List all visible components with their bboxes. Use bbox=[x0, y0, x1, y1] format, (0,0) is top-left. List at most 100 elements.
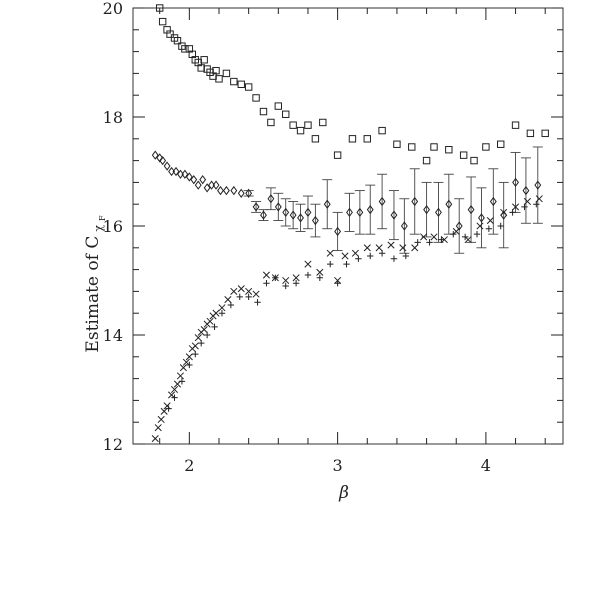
y-tick-label: 14 bbox=[103, 326, 123, 345]
diamond-point bbox=[378, 196, 386, 207]
cross-point bbox=[167, 391, 176, 399]
cross-point bbox=[237, 285, 245, 293]
plus-point bbox=[402, 252, 410, 260]
square-point bbox=[252, 94, 260, 102]
x-axis-label: β bbox=[338, 483, 349, 503]
cross-point bbox=[151, 434, 159, 443]
cross-point bbox=[245, 287, 253, 295]
plus-point bbox=[272, 274, 279, 281]
diamond-point bbox=[522, 185, 530, 196]
square-point bbox=[282, 110, 290, 118]
diamond-point bbox=[212, 180, 220, 190]
diamond-point bbox=[334, 226, 342, 237]
plus-point bbox=[450, 230, 457, 238]
data-marks bbox=[151, 4, 549, 443]
square-point bbox=[155, 4, 164, 12]
plus-point bbox=[367, 252, 374, 260]
square-point bbox=[348, 135, 357, 143]
plus-point bbox=[521, 203, 528, 211]
cross-point bbox=[182, 358, 190, 366]
diamond-point bbox=[390, 210, 398, 220]
cross-point bbox=[157, 415, 165, 424]
square-point bbox=[200, 56, 208, 64]
y-tick-label: 20 bbox=[103, 0, 123, 18]
square-point bbox=[393, 140, 401, 148]
plus-point bbox=[485, 225, 493, 232]
square-point bbox=[237, 80, 245, 88]
cross-point bbox=[230, 287, 238, 295]
plus-point bbox=[473, 230, 481, 238]
cross-point bbox=[304, 260, 312, 268]
x-tick-label: 2 bbox=[184, 456, 194, 475]
diamond-point bbox=[245, 188, 253, 198]
square-point bbox=[222, 69, 231, 78]
square-point bbox=[470, 156, 478, 165]
plus-point bbox=[282, 282, 289, 290]
square-point bbox=[482, 143, 490, 151]
diamond-point bbox=[311, 215, 319, 226]
plus-point bbox=[533, 201, 540, 208]
square-point bbox=[274, 102, 283, 110]
cross-point bbox=[363, 244, 371, 252]
plus-point bbox=[509, 209, 516, 216]
plus-point bbox=[327, 260, 334, 268]
square-point bbox=[526, 129, 535, 138]
diamond-point bbox=[534, 180, 542, 190]
cross-point bbox=[511, 203, 520, 211]
plus-point bbox=[263, 280, 270, 287]
plus-point bbox=[304, 271, 312, 279]
cross-point bbox=[252, 290, 260, 298]
square-point bbox=[267, 118, 275, 127]
diamond-point bbox=[489, 196, 497, 207]
square-point bbox=[333, 151, 342, 159]
plus-point bbox=[438, 236, 445, 243]
cross-point bbox=[179, 364, 187, 372]
diamond-point bbox=[455, 221, 463, 231]
x-tick-label: 4 bbox=[481, 456, 491, 475]
y-tick-label: 18 bbox=[103, 108, 123, 127]
diamond-point bbox=[400, 221, 408, 231]
diamond-point bbox=[356, 207, 364, 218]
cross-point bbox=[375, 244, 383, 252]
diamond-point bbox=[366, 205, 374, 215]
square-point bbox=[378, 126, 386, 135]
cross-point bbox=[326, 249, 334, 257]
cross-point bbox=[500, 208, 508, 216]
cross-point bbox=[163, 402, 171, 410]
plus-point bbox=[378, 250, 386, 257]
square-point bbox=[296, 126, 305, 135]
cross-point bbox=[185, 353, 193, 361]
diamond-point bbox=[217, 185, 224, 196]
y-axis-label: Estimate of C χ F bbox=[83, 215, 107, 353]
plus-point bbox=[198, 339, 205, 347]
cross-point bbox=[154, 424, 162, 432]
square-point bbox=[311, 135, 320, 143]
plus-point bbox=[414, 239, 421, 246]
square-point bbox=[215, 75, 223, 83]
diamond-point bbox=[199, 175, 207, 185]
square-point bbox=[430, 143, 438, 151]
cross-point bbox=[486, 216, 494, 225]
square-point bbox=[230, 77, 238, 86]
y-axis-label-subscript: χ bbox=[92, 225, 105, 232]
cross-point bbox=[523, 197, 531, 206]
tick-labels: 2 3 4 12 14 16 18 20 bbox=[103, 0, 491, 475]
plus-point bbox=[292, 280, 300, 287]
square-point bbox=[541, 129, 549, 138]
diamond-point bbox=[177, 169, 184, 179]
cross-point bbox=[282, 276, 290, 285]
diamond-point bbox=[260, 210, 267, 220]
cross-point bbox=[476, 222, 484, 230]
plus-point bbox=[461, 233, 469, 241]
plus-point bbox=[236, 293, 243, 301]
plus-point bbox=[426, 239, 433, 246]
x-tick-label: 3 bbox=[333, 456, 343, 475]
plus-point bbox=[186, 361, 193, 369]
cross-point bbox=[341, 252, 349, 260]
diamond-point bbox=[185, 172, 193, 182]
svg-text:Estimate of C χ F: Estimate of C χ F bbox=[83, 215, 107, 353]
plus-point bbox=[171, 394, 178, 401]
diamond-point bbox=[297, 213, 304, 223]
diamond-point bbox=[304, 207, 312, 218]
diamond-point bbox=[323, 199, 331, 209]
